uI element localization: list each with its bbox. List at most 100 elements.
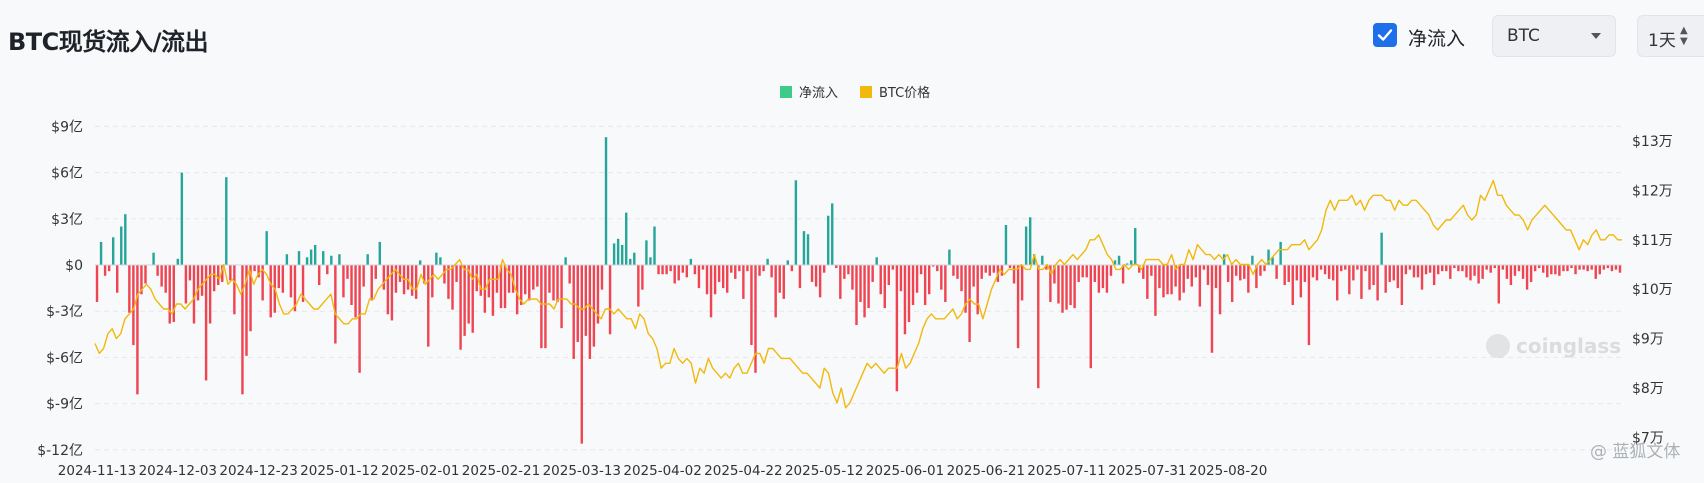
netflow-bar <box>338 254 341 265</box>
y-left-tick-label: $-3亿 <box>46 304 83 320</box>
netflow-bar <box>1558 265 1561 276</box>
x-tick-label: 2024-12-23 <box>219 463 297 479</box>
netflow-bar <box>1267 249 1270 265</box>
netflow-bar <box>665 265 668 275</box>
netflow-bar <box>342 265 345 298</box>
asset-select-value: BTC <box>1507 26 1540 46</box>
netflow-bar <box>217 265 220 286</box>
netflow-bar <box>358 265 361 373</box>
x-tick-label: 2025-08-20 <box>1189 463 1267 479</box>
netflow-bar <box>625 212 628 265</box>
netflow-bar <box>948 249 951 265</box>
netflow-bar <box>1271 257 1274 265</box>
netflow-bar <box>233 265 236 315</box>
netflow-bar <box>491 265 495 316</box>
netflow-bar <box>843 265 846 279</box>
netflow-bar <box>548 265 551 293</box>
netflow-bar <box>140 265 143 295</box>
netflow-bar <box>1594 265 1597 279</box>
coinglass-watermark: coinglass <box>1486 334 1621 358</box>
coinglass-logo-icon <box>1486 334 1510 358</box>
netflow-bar <box>612 243 616 265</box>
netflow-bar <box>633 252 636 265</box>
netflow-bar <box>1089 265 1092 369</box>
netflow-bar <box>1028 217 1032 265</box>
y-right-tick-label: $8万 <box>1632 381 1664 397</box>
netflow-bar <box>265 231 268 265</box>
netflow-bar <box>330 255 333 265</box>
netflow-bar <box>455 265 458 282</box>
netflow-bar <box>528 265 531 301</box>
asset-select[interactable]: BTC <box>1492 15 1616 57</box>
netflow-checkbox[interactable] <box>1373 23 1397 47</box>
x-tick-label: 2025-03-13 <box>543 463 621 479</box>
netflow-bar <box>915 265 919 293</box>
netflow-bar <box>911 265 915 306</box>
netflow-bar <box>229 265 232 281</box>
netflow-bar <box>471 265 474 333</box>
netflow-bar <box>156 265 159 276</box>
netflow-bar <box>677 265 680 281</box>
netflow-bar <box>370 265 373 301</box>
netflow-bar <box>423 265 426 284</box>
netflow-bar <box>1142 265 1145 279</box>
netflow-bar <box>1606 265 1610 269</box>
netflow-bar <box>1424 265 1428 275</box>
netflow-bar <box>544 265 547 349</box>
netflow-bar <box>435 252 438 265</box>
netflow-bar <box>427 265 430 347</box>
netflow-bar <box>899 265 903 292</box>
netflow-bar <box>754 265 757 373</box>
netflow-bar <box>766 258 769 265</box>
interval-select[interactable]: 1天 ▲ ▼ <box>1637 15 1704 57</box>
netflow-bar <box>1408 265 1412 270</box>
netflow-bar <box>1416 265 1420 278</box>
netflow-bar <box>1045 265 1048 270</box>
netflow-bar <box>1239 265 1242 281</box>
netflow-bar <box>774 265 777 318</box>
netflow-bar <box>1214 265 1218 289</box>
netflow-bar <box>1497 265 1500 304</box>
netflow-bar <box>1097 265 1101 293</box>
netflow-bar <box>831 203 834 265</box>
netflow-bar <box>293 265 297 312</box>
netflow-bar <box>1182 265 1185 293</box>
netflow-bar <box>1255 265 1258 289</box>
netflow-bar <box>1525 265 1529 290</box>
x-tick-label: 2025-07-11 <box>1027 463 1105 479</box>
x-tick-label: 2025-02-01 <box>381 463 459 479</box>
netflow-bar <box>1061 265 1064 313</box>
netflow-bar <box>124 214 127 265</box>
netflow-bar <box>479 265 482 296</box>
y-right-tick-label: $9万 <box>1632 332 1664 348</box>
netflow-bar <box>249 265 252 332</box>
netflow-bar <box>208 265 212 324</box>
netflow-bar <box>810 265 814 282</box>
netflow-bar <box>1004 224 1008 265</box>
netflow-bar <box>1513 265 1517 276</box>
netflow-bar <box>1445 265 1448 272</box>
netflow-bar <box>964 265 967 313</box>
netflow-bar <box>1129 260 1133 265</box>
netflow-bar <box>738 265 741 272</box>
netflow-bar <box>726 265 729 293</box>
netflow-bar <box>940 265 943 290</box>
netflow-checkbox-label[interactable]: 净流入 <box>1408 28 1466 50</box>
netflow-bar <box>552 265 555 301</box>
netflow-bar <box>152 252 155 265</box>
netflow-bar <box>261 265 264 301</box>
x-tick-label: 2025-04-22 <box>704 463 782 479</box>
netflow-bar <box>1392 265 1395 281</box>
netflow-bar <box>1198 265 1202 307</box>
netflow-bar <box>637 265 640 307</box>
netflow-bar <box>463 265 466 336</box>
netflow-bar <box>144 265 147 284</box>
netflow-bar <box>786 260 790 265</box>
netflow-bar <box>1517 265 1521 272</box>
netflow-bar <box>871 265 874 282</box>
netflow-bar <box>326 265 329 275</box>
netflow-bar <box>414 265 418 299</box>
netflow-bar <box>1117 255 1121 265</box>
netflow-bar <box>960 265 963 292</box>
netflow-bar <box>1319 265 1323 270</box>
